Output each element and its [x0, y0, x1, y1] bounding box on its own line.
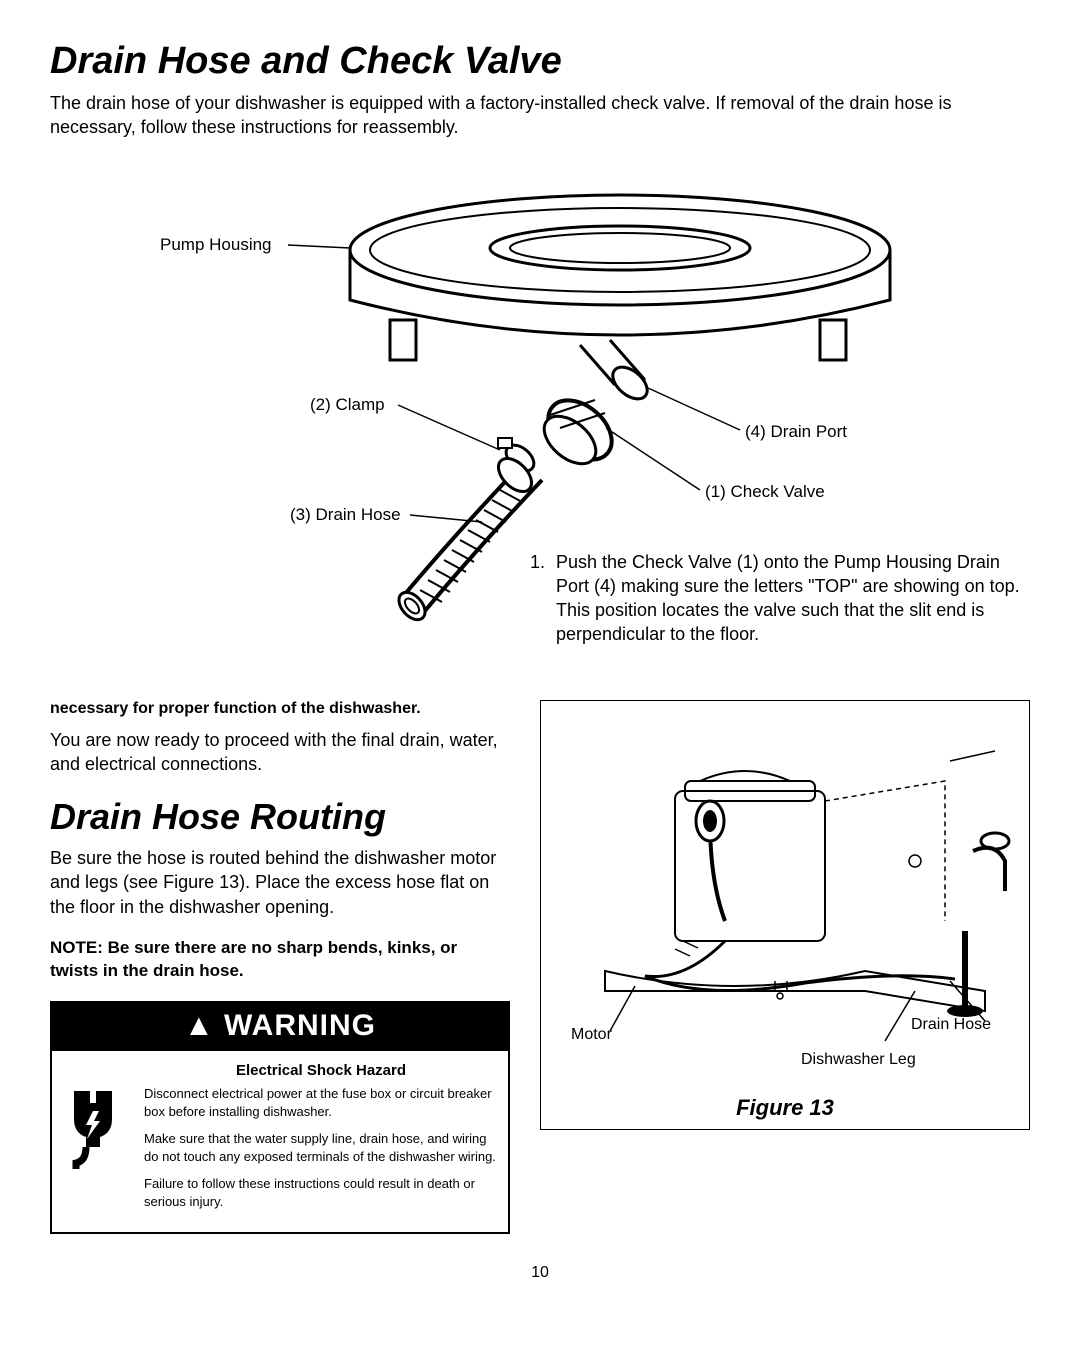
figure-caption: Figure 13	[541, 1095, 1029, 1121]
warning-box: ▲ WARNING Electrical Shock Hazard Discon…	[50, 1001, 510, 1235]
note-text: Be sure there are no sharp bends, kinks,…	[50, 938, 457, 980]
routing-body: Be sure the hose is routed behind the di…	[50, 846, 510, 919]
figure-13-svg	[555, 721, 1015, 1061]
proceed-paragraph: You are now ready to proceed with the fi…	[50, 728, 510, 777]
label-clamp: (2) Clamp	[310, 395, 385, 415]
page-number: 10	[50, 1264, 1030, 1282]
shock-icon	[62, 1061, 132, 1221]
warning-p2: Make sure that the water supply line, dr…	[144, 1130, 498, 1165]
section2-title: Drain Hose Routing	[50, 796, 510, 838]
figure-13: Motor Drain Hose Dishwasher Leg Figure 1…	[540, 700, 1030, 1130]
label-drain-hose: (3) Drain Hose	[290, 505, 401, 525]
warning-header: ▲ WARNING	[52, 1003, 508, 1051]
hazard-title: Electrical Shock Hazard	[144, 1061, 498, 1081]
pump-diagram: Pump Housing (2) Clamp (3) Drain Hose (4…	[50, 170, 1030, 690]
warning-p1: Disconnect electrical power at the fuse …	[144, 1085, 498, 1120]
step-number: 1.	[530, 550, 556, 647]
fragment-line: necessary for proper function of the dis…	[50, 700, 510, 718]
note-label: NOTE:	[50, 938, 103, 957]
label-drain-port: (4) Drain Port	[745, 422, 847, 442]
fig-label-leg: Dishwasher Leg	[801, 1051, 916, 1069]
routing-note: NOTE: Be sure there are no sharp bends, …	[50, 937, 510, 983]
fig-label-drain-hose: Drain Hose	[911, 1016, 991, 1034]
fig-label-motor: Motor	[571, 1026, 612, 1044]
intro-paragraph: The drain hose of your dishwasher is equ…	[50, 91, 1030, 140]
warning-p3: Failure to follow these instructions cou…	[144, 1175, 498, 1210]
label-check-valve: (1) Check Valve	[705, 482, 825, 502]
section-title: Drain Hose and Check Valve	[50, 40, 1030, 83]
step-1: 1. Push the Check Valve (1) onto the Pum…	[530, 550, 1030, 647]
step-text: Push the Check Valve (1) onto the Pump H…	[556, 550, 1030, 647]
label-pump-housing: Pump Housing	[160, 235, 272, 255]
